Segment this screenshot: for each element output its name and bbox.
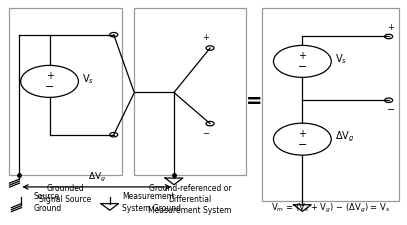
Circle shape xyxy=(110,133,118,137)
Text: −: − xyxy=(298,140,307,150)
Text: Ground-referenced or
Differential
Measurement System: Ground-referenced or Differential Measur… xyxy=(148,184,232,215)
Text: −: − xyxy=(387,105,395,115)
Text: +: + xyxy=(298,51,306,61)
Bar xyxy=(9,8,122,175)
Text: Grounded
Signal Source: Grounded Signal Source xyxy=(39,184,92,204)
Text: +: + xyxy=(298,128,306,139)
Text: +: + xyxy=(203,34,210,43)
Text: V$_{m}$ = (V$_{s}$ + V$_{g}$) − (ΔV$_{g}$) = V$_{s}$: V$_{m}$ = (V$_{s}$ + V$_{g}$) − (ΔV$_{g}… xyxy=(271,202,390,215)
Text: V$_{s}$: V$_{s}$ xyxy=(335,52,348,66)
Text: Source
Ground: Source Ground xyxy=(33,192,62,213)
Text: ΔV$_{g}$: ΔV$_{g}$ xyxy=(88,171,106,184)
Text: −: − xyxy=(45,82,54,92)
Text: =: = xyxy=(246,92,263,111)
Text: ΔV$_{g}$: ΔV$_{g}$ xyxy=(335,130,355,144)
Circle shape xyxy=(206,46,214,50)
Text: +: + xyxy=(387,23,394,32)
Circle shape xyxy=(110,32,118,37)
Circle shape xyxy=(206,121,214,126)
Circle shape xyxy=(385,98,393,103)
Text: V$_{s}$: V$_{s}$ xyxy=(83,72,94,86)
Bar xyxy=(262,8,399,201)
Circle shape xyxy=(385,34,393,39)
Bar xyxy=(134,8,246,175)
Text: +: + xyxy=(46,71,54,81)
Text: −: − xyxy=(203,129,210,138)
Text: −: − xyxy=(298,62,307,72)
Text: Measurement
System Ground: Measurement System Ground xyxy=(122,192,181,213)
